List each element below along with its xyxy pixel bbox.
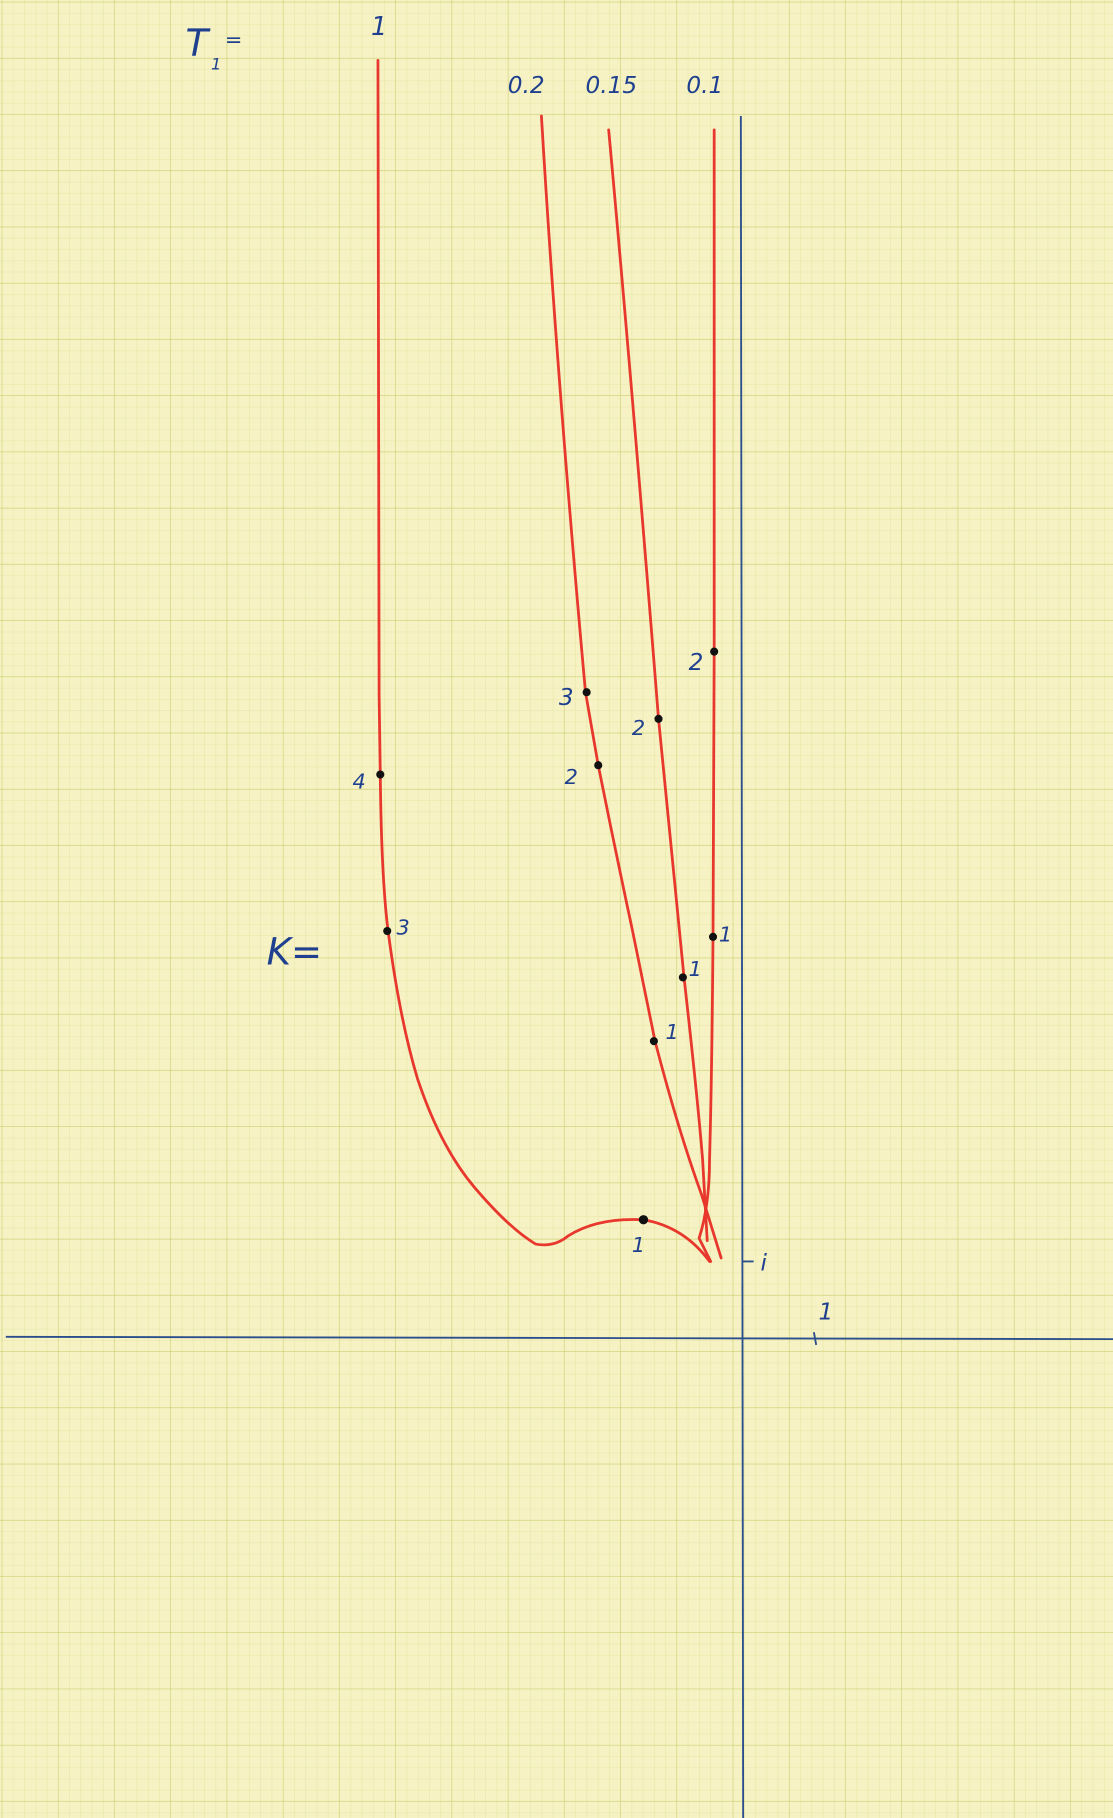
gain-label: 4 bbox=[352, 769, 365, 793]
point bbox=[583, 688, 591, 696]
t-equals: = bbox=[225, 27, 242, 51]
curve-label: 0.1 bbox=[686, 72, 723, 99]
t-subscript: 1 bbox=[211, 55, 221, 74]
gain-label: 1 bbox=[632, 1233, 645, 1257]
point bbox=[376, 770, 384, 778]
gain-label: 1 bbox=[689, 957, 702, 981]
graph-paper: T 1 = 1 0.2 0.15 0.1 K= 4 3 1 3 2 1 2 1 … bbox=[0, 0, 1113, 1818]
curve-label: 1 bbox=[371, 12, 387, 42]
point bbox=[594, 761, 602, 769]
grid bbox=[0, 0, 1113, 1818]
gain-label: 2 bbox=[632, 716, 645, 740]
imaginary-unit-label: i bbox=[761, 1250, 768, 1277]
point bbox=[650, 1037, 658, 1045]
gain-label: 1 bbox=[719, 922, 732, 946]
gain-label: 2 bbox=[689, 649, 704, 676]
gain-label: 1 bbox=[665, 1020, 678, 1044]
k-label: K= bbox=[267, 931, 322, 974]
point bbox=[679, 973, 687, 981]
gain-label: 2 bbox=[565, 765, 578, 789]
gain-label: 3 bbox=[397, 916, 410, 940]
point bbox=[639, 1215, 648, 1224]
point bbox=[710, 648, 718, 656]
curve-label: 0.2 bbox=[508, 72, 545, 99]
curve-label: 0.15 bbox=[585, 72, 637, 99]
gain-label: 3 bbox=[559, 684, 574, 711]
point bbox=[709, 933, 717, 941]
point bbox=[383, 927, 391, 935]
t-symbol: T bbox=[186, 22, 212, 65]
real-unit-label: 1 bbox=[819, 1298, 834, 1325]
point bbox=[654, 715, 662, 723]
